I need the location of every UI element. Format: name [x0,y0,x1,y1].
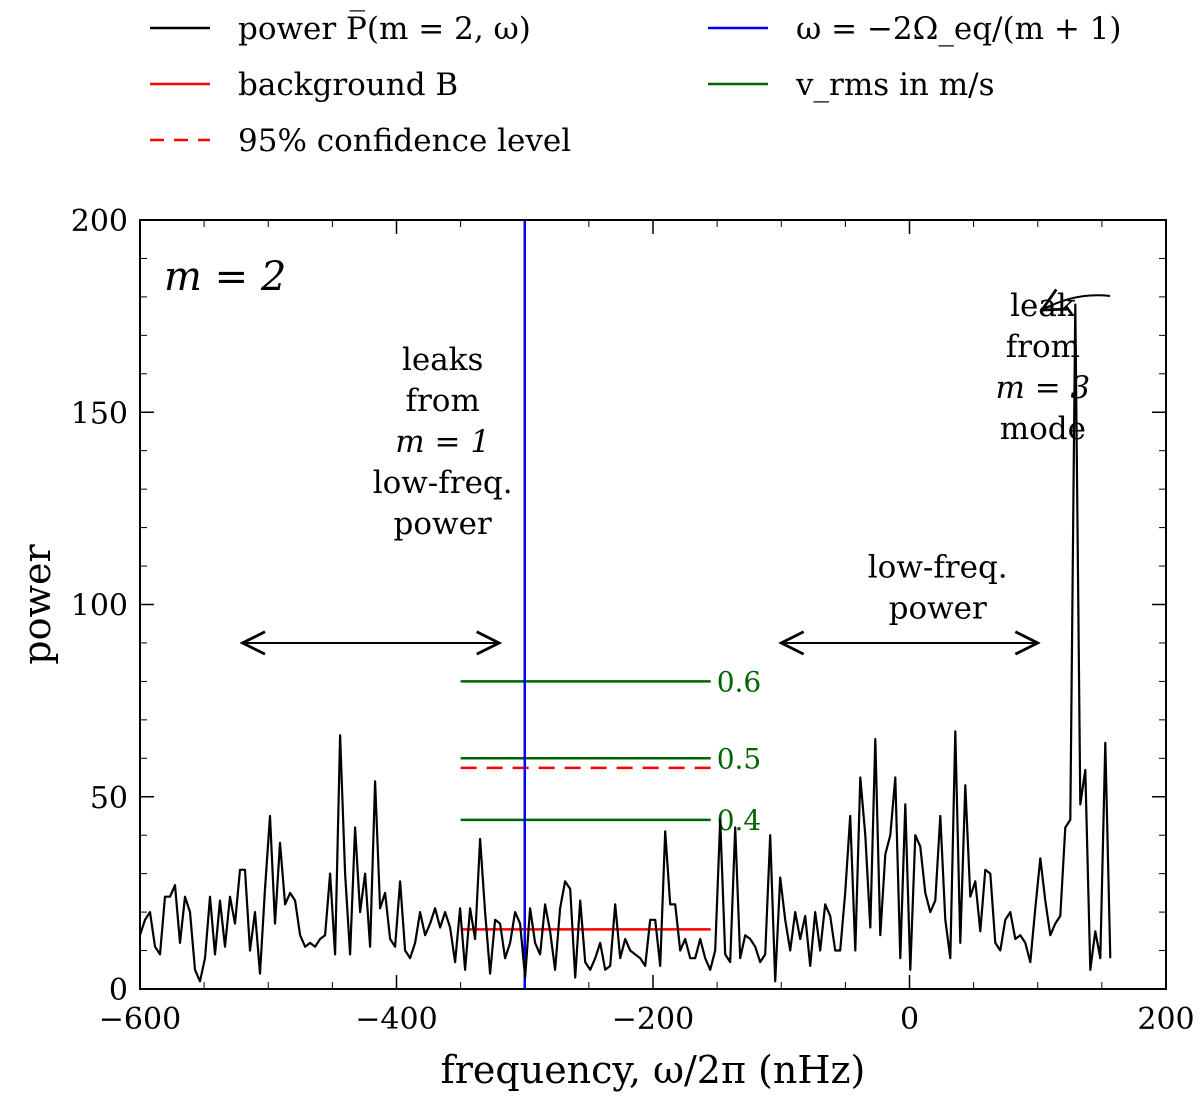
panel-label: m = 2 [164,254,286,300]
vrms-level-label: 0.4 [717,804,762,837]
y-axis-label: power [15,543,59,664]
annotation-line: mode [1000,411,1086,447]
plot-area: −600 −400 −200 0 200 0 50 100 150 200 0.6 0.5 0.4 l… [71,204,1195,1037]
x-tick-label: −400 [355,1002,437,1037]
power-series-line [138,303,1112,983]
annotation-line: low-freq. [373,465,513,501]
legend-label: ω = −2Ω_eq/(m + 1) [796,11,1122,47]
vrms-level-label: 0.6 [717,665,762,698]
legend-label: power P̅(m = 2, ω) [238,8,531,47]
vrms-level-label: 0.5 [717,742,762,775]
legend: power P̅(m = 2, ω) background B 95% confid… [150,8,1122,159]
x-axis-label: frequency, ω/2π (nHz) [441,1048,866,1092]
plot-frame [139,219,1167,990]
axis-ticks: −600 −400 −200 0 200 0 50 100 150 200 [71,204,1195,1037]
annotation-line: m = 1 [395,424,490,460]
legend-label: 95% confidence level [238,123,571,159]
legend-label: background B [238,67,458,103]
curved-arrow [1042,295,1111,310]
annotation-line: power [889,591,987,627]
annotation-text: low-freq. power [868,550,1008,627]
x-tick-label: 200 [1137,1002,1194,1037]
annotations: leaks from m = 1 low-freq. power low-freq. pow… [243,288,1111,643]
legend-label: v_rms in m/s [795,67,994,103]
x-tick-label: −200 [612,1002,694,1037]
annotation-line: power [394,506,492,542]
x-tick-label: −600 [99,1002,181,1037]
annotation-text: leak from m = 3 mode [995,288,1090,447]
annotation-line: leaks [402,342,483,378]
annotation-line: leak [1010,288,1076,324]
annotation-text: leaks from m = 1 low-freq. power [373,342,513,542]
y-tick-label: 50 [90,781,128,816]
y-tick-label: 200 [71,204,128,239]
annotation-line: from [1006,329,1080,365]
x-tick-label: 0 [900,1002,919,1037]
level-lines: 0.6 0.5 0.4 [460,665,762,931]
annotation-line: m = 3 [995,370,1090,406]
y-tick-label: 100 [71,589,128,624]
annotation-line: low-freq. [868,550,1008,586]
y-tick-label: 150 [71,396,128,431]
y-tick-label: 0 [109,973,128,1008]
annotation-line: from [405,383,479,419]
